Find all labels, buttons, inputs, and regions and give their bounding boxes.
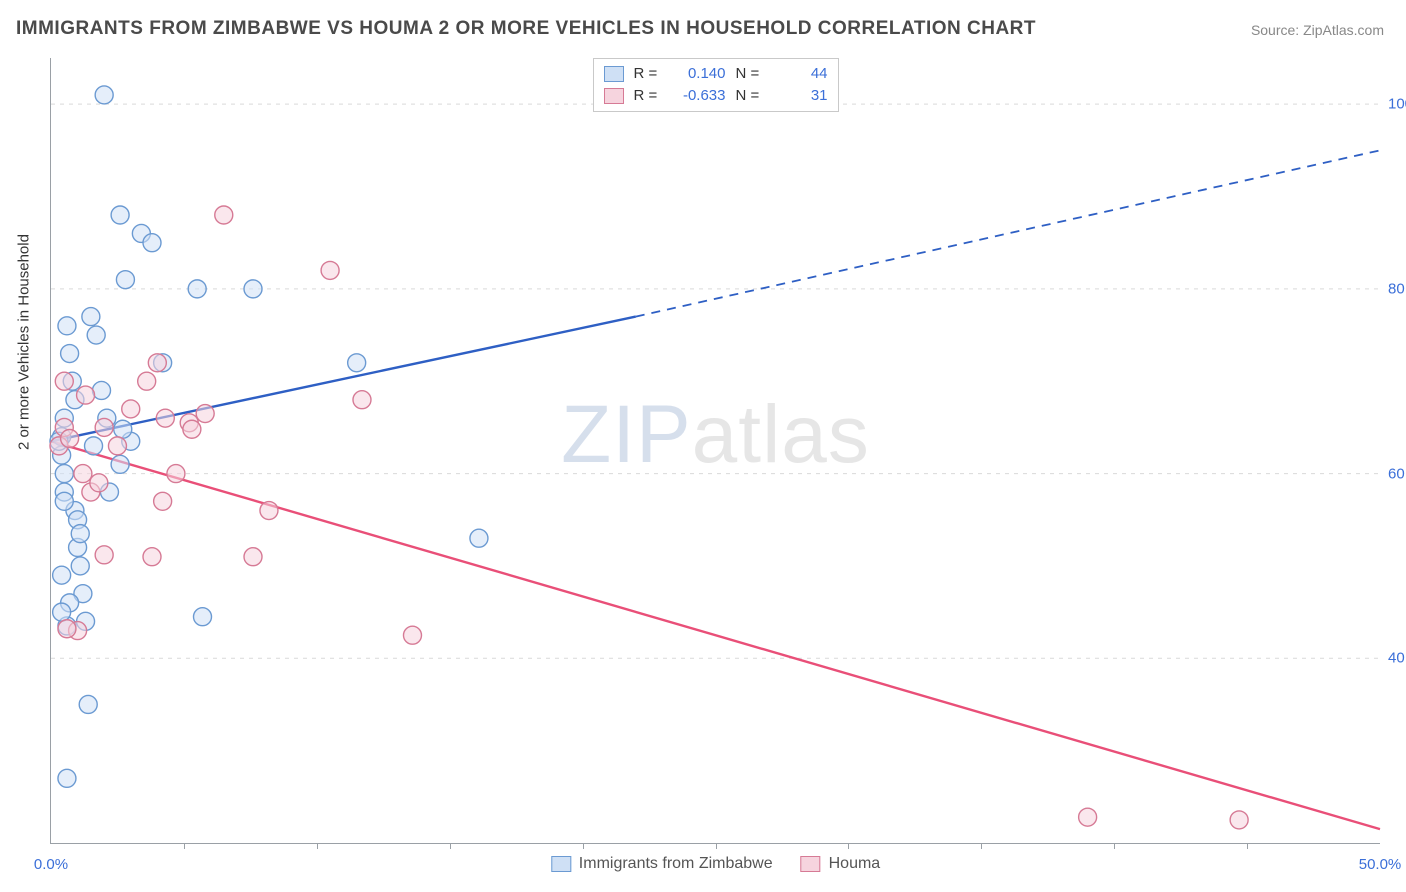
data-point (79, 695, 97, 713)
legend-label-a: Immigrants from Zimbabwe (579, 855, 773, 873)
r-value-b: -0.633 (672, 85, 726, 107)
chart-title: IMMIGRANTS FROM ZIMBABWE VS HOUMA 2 OR M… (16, 18, 1036, 40)
data-point (156, 409, 174, 427)
data-point (71, 525, 89, 543)
data-point (321, 261, 339, 279)
y-tick-label: 60.0% (1388, 465, 1406, 482)
series-legend: Immigrants from Zimbabwe Houma (551, 855, 880, 873)
data-point (82, 308, 100, 326)
data-point (348, 354, 366, 372)
legend-label-b: Houma (829, 855, 881, 873)
data-point (74, 465, 92, 483)
data-point (95, 418, 113, 436)
legend-item-a: Immigrants from Zimbabwe (551, 855, 773, 873)
n-value-b: 31 (774, 85, 828, 107)
data-point (116, 271, 134, 289)
data-point (111, 206, 129, 224)
data-point (95, 546, 113, 564)
r-value-a: 0.140 (672, 63, 726, 85)
x-tick (1114, 843, 1115, 849)
swatch-series-b (604, 88, 624, 104)
n-value-a: 44 (774, 63, 828, 85)
data-point (167, 465, 185, 483)
data-point (111, 455, 129, 473)
data-point (403, 626, 421, 644)
y-tick-label: 80.0% (1388, 280, 1406, 297)
data-point (244, 280, 262, 298)
data-point (93, 381, 111, 399)
n-label-b: N = (736, 85, 764, 107)
data-point (148, 354, 166, 372)
data-point (138, 372, 156, 390)
x-tick (317, 843, 318, 849)
data-point (61, 429, 79, 447)
data-point (470, 529, 488, 547)
data-point (87, 326, 105, 344)
data-point (353, 391, 371, 409)
data-point (260, 502, 278, 520)
x-tick (848, 843, 849, 849)
legend-swatch-a (551, 856, 571, 872)
legend-swatch-b (801, 856, 821, 872)
y-axis-label: 2 or more Vehicles in Household (16, 234, 33, 450)
x-tick (583, 843, 584, 849)
data-point (196, 405, 214, 423)
data-point (85, 437, 103, 455)
data-point (194, 608, 212, 626)
n-label-a: N = (736, 63, 764, 85)
source-attribution: Source: ZipAtlas.com (1251, 22, 1384, 38)
stats-legend: R = 0.140 N = 44 R = -0.633 N = 31 (593, 58, 839, 112)
y-tick-label: 40.0% (1388, 650, 1406, 667)
data-point (1079, 808, 1097, 826)
stats-legend-row-a: R = 0.140 N = 44 (604, 63, 828, 85)
r-label-b: R = (634, 85, 662, 107)
data-point (90, 474, 108, 492)
x-tick (1247, 843, 1248, 849)
data-point (1230, 811, 1248, 829)
data-point (154, 492, 172, 510)
data-point (53, 603, 71, 621)
data-point (114, 420, 132, 438)
x-tick (450, 843, 451, 849)
data-point (58, 317, 76, 335)
data-point (71, 557, 89, 575)
legend-item-b: Houma (801, 855, 881, 873)
data-point (58, 620, 76, 638)
data-point (244, 548, 262, 566)
y-tick-label: 100.0% (1388, 96, 1406, 113)
plot-svg (51, 58, 1380, 843)
swatch-series-a (604, 66, 624, 82)
data-point (183, 420, 201, 438)
data-point (55, 492, 73, 510)
data-point (55, 465, 73, 483)
data-point (122, 400, 140, 418)
x-tick (184, 843, 185, 849)
x-tick (981, 843, 982, 849)
data-point (53, 566, 71, 584)
data-point (108, 437, 126, 455)
data-point (61, 345, 79, 363)
data-point (58, 769, 76, 787)
data-point (143, 548, 161, 566)
x-axis-label-min: 0.0% (34, 856, 68, 873)
chart-plot-area: ZIPatlas R = 0.140 N = 44 R = -0.633 N =… (50, 58, 1380, 844)
data-point (143, 234, 161, 252)
x-axis-label-max: 50.0% (1359, 856, 1402, 873)
data-point (215, 206, 233, 224)
data-point (55, 372, 73, 390)
data-point (95, 86, 113, 104)
x-tick (716, 843, 717, 849)
stats-legend-row-b: R = -0.633 N = 31 (604, 85, 828, 107)
data-point (188, 280, 206, 298)
r-label-a: R = (634, 63, 662, 85)
data-point (77, 386, 95, 404)
